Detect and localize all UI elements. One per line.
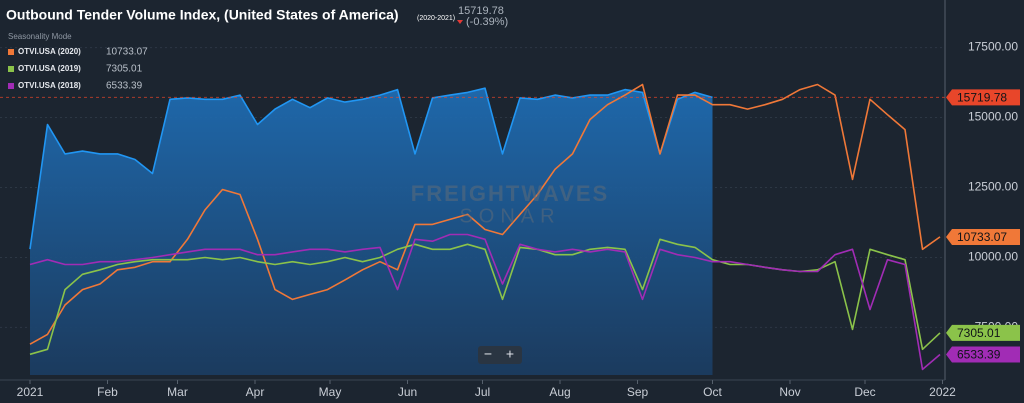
title-range: (2020-2021) <box>417 15 455 22</box>
y-tick-label: 17500.00 <box>968 40 1018 54</box>
x-tick-label: Sep <box>627 385 649 399</box>
price-box <box>946 324 1020 341</box>
x-tick-label: May <box>319 385 342 399</box>
x-tick-label: Mar <box>167 385 188 399</box>
x-tick-label: 2022 <box>929 385 956 399</box>
price-box <box>946 228 1020 245</box>
series-line <box>29 87 713 250</box>
price-label: 10733.07 <box>957 230 1007 244</box>
series-line <box>29 83 941 345</box>
x-tick-label: 2021 <box>17 385 44 399</box>
legend-value: 6533.39 <box>106 81 143 92</box>
x-tick-label: Aug <box>549 385 570 399</box>
watermark: SONAR <box>459 205 560 227</box>
y-tick-label: 10000.00 <box>968 250 1018 264</box>
legend-swatch <box>8 66 14 72</box>
legend-name: OTVI.USA (2020) <box>18 47 81 56</box>
legend: OTVI.USA (2020) 10733.07 OTVI.USA (2019) 73… <box>8 47 148 92</box>
x-tick-label: Jul <box>475 385 490 399</box>
legend-swatch <box>8 83 14 89</box>
x-tick-label: Oct <box>703 385 722 399</box>
zoom-in[interactable]: + <box>506 346 514 362</box>
plot-area <box>0 47 945 375</box>
legend-swatch <box>8 49 14 55</box>
watermark: FREIGHTWAVES <box>411 181 609 206</box>
x-tick-label: Nov <box>779 385 800 399</box>
chart-title: Outbound Tender Volume Index, (United St… <box>6 7 399 23</box>
price-label: 15719.78 <box>957 91 1007 105</box>
zoom-out[interactable]: − <box>484 346 492 362</box>
price-box <box>946 89 1020 106</box>
y-tick-label: 12500.00 <box>968 180 1018 194</box>
price-label: 6533.39 <box>957 348 1001 362</box>
y-tick-label: 15000.00 <box>968 110 1018 124</box>
legend-name: OTVI.USA (2018) <box>18 81 81 90</box>
down-arrow <box>457 20 463 24</box>
legend-value: 7305.01 <box>106 64 143 75</box>
x-tick-label: Jun <box>398 385 417 399</box>
header-change: (-0.39%) <box>466 16 508 28</box>
zoom-controls <box>478 346 522 364</box>
header-value: 15719.78 <box>458 5 504 17</box>
price-label: 7305.01 <box>957 326 1001 340</box>
x-tick-label: Apr <box>246 385 265 399</box>
legend-name: OTVI.USA (2019) <box>18 64 81 73</box>
price-box <box>946 346 1020 363</box>
series-line <box>29 233 941 371</box>
legend-value: 10733.07 <box>106 47 148 58</box>
x-tick-label: Dec <box>854 385 875 399</box>
x-tick-label: Feb <box>97 385 118 399</box>
mode-label: Seasonality Mode <box>8 32 72 41</box>
area <box>30 88 713 375</box>
